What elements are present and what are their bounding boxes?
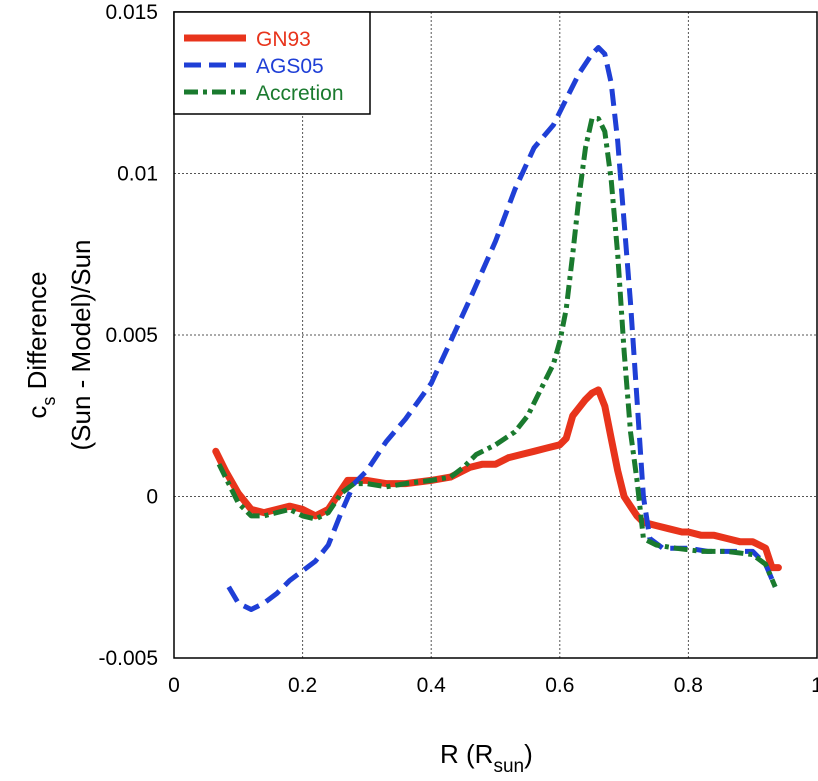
y-tick-label: 0.005	[105, 324, 158, 347]
y-axis-title-line2: (Sun - Model)/Sun	[66, 240, 96, 451]
y-tick-label: -0.005	[98, 647, 158, 670]
legend-label-ags05: AGS05	[256, 55, 324, 78]
y-axis-title-line1: cs Difference	[22, 271, 59, 418]
series-line-gn93	[212, 386, 782, 572]
x-axis-title: R (Rsun)	[440, 739, 533, 777]
series-lines	[212, 45, 782, 612]
y-tick-label: 0	[146, 486, 158, 509]
series-line-accretion	[216, 116, 778, 588]
x-tick-label: 0.8	[674, 674, 703, 697]
legend: GN93 AGS05 Accretion	[173, 11, 371, 115]
series-line-ags05	[226, 45, 778, 612]
y-axis-title: cs Difference (Sun - Model)/Sun	[22, 240, 96, 451]
x-tick-label: 0.4	[417, 674, 447, 697]
x-tick-label: 1	[811, 674, 818, 697]
x-tick-label: 0.6	[545, 674, 574, 697]
x-tick-label: 0	[168, 674, 180, 697]
tick-labels: 0 0.2 0.4 0.6 0.8 1 -0.005 0 0.005 0.01 0.015	[98, 1, 818, 697]
grid	[174, 12, 817, 658]
y-tick-label: 0.015	[105, 1, 158, 24]
plot-frame	[173, 11, 818, 659]
legend-box	[173, 11, 371, 115]
y-tick-label: 0.01	[117, 163, 158, 186]
x-tick-label: 0.2	[288, 674, 317, 697]
legend-label-accretion: Accretion	[256, 82, 344, 105]
legend-label-gn93: GN93	[256, 28, 311, 51]
